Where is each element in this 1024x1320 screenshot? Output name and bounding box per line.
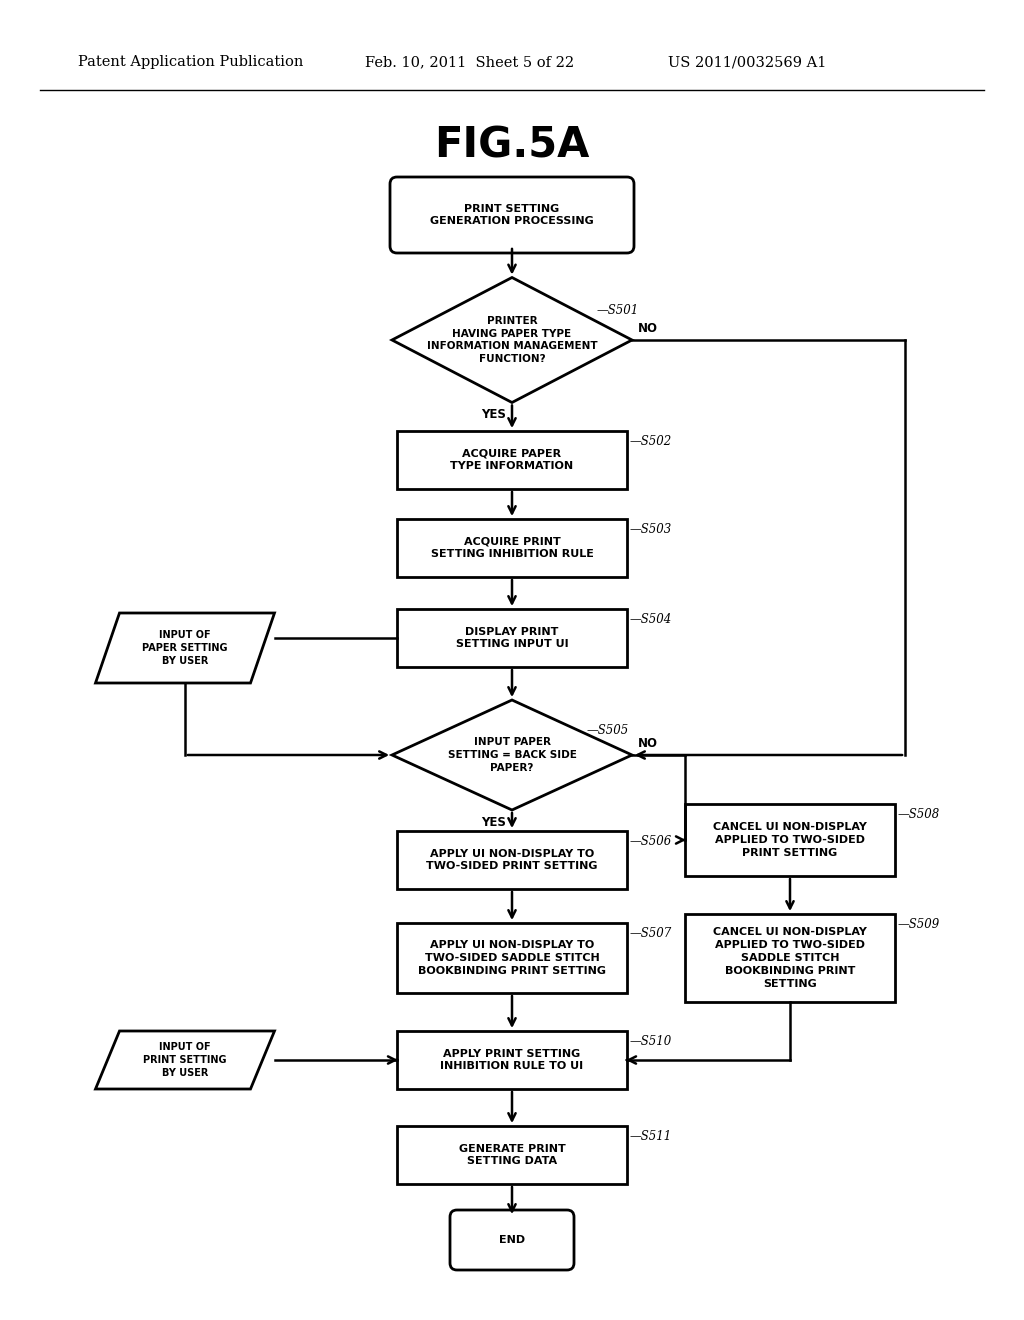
Bar — [397, 519, 627, 577]
Text: —S509: —S509 — [898, 917, 940, 931]
Text: NO: NO — [638, 737, 658, 750]
Text: —S501: —S501 — [597, 304, 639, 317]
Text: APPLY PRINT SETTING
INHIBITION RULE TO UI: APPLY PRINT SETTING INHIBITION RULE TO U… — [440, 1048, 584, 1072]
Text: INPUT OF
PAPER SETTING
BY USER: INPUT OF PAPER SETTING BY USER — [142, 630, 227, 665]
FancyBboxPatch shape — [390, 177, 634, 253]
Polygon shape — [95, 1031, 274, 1089]
Text: —S507: —S507 — [630, 927, 672, 940]
Bar — [397, 609, 627, 667]
Text: —S511: —S511 — [630, 1130, 672, 1143]
FancyBboxPatch shape — [450, 1210, 574, 1270]
Text: —S504: —S504 — [630, 612, 672, 626]
Text: CANCEL UI NON-DISPLAY
APPLIED TO TWO-SIDED
SADDLE STITCH
BOOKBINDING PRINT
SETTI: CANCEL UI NON-DISPLAY APPLIED TO TWO-SID… — [713, 928, 867, 989]
Text: —S508: —S508 — [898, 808, 940, 821]
Bar — [397, 432, 627, 488]
Text: APPLY UI NON-DISPLAY TO
TWO-SIDED SADDLE STITCH
BOOKBINDING PRINT SETTING: APPLY UI NON-DISPLAY TO TWO-SIDED SADDLE… — [418, 940, 606, 975]
Text: YES: YES — [481, 408, 506, 421]
Bar — [397, 1031, 627, 1089]
Bar — [397, 1126, 627, 1184]
Text: INPUT OF
PRINT SETTING
BY USER: INPUT OF PRINT SETTING BY USER — [143, 1043, 226, 1078]
Text: Feb. 10, 2011  Sheet 5 of 22: Feb. 10, 2011 Sheet 5 of 22 — [365, 55, 574, 69]
Text: INPUT PAPER
SETTING = BACK SIDE
PAPER?: INPUT PAPER SETTING = BACK SIDE PAPER? — [447, 737, 577, 772]
Bar — [397, 923, 627, 993]
Text: PRINTER
HAVING PAPER TYPE
INFORMATION MANAGEMENT
FUNCTION?: PRINTER HAVING PAPER TYPE INFORMATION MA… — [427, 315, 597, 364]
Text: —S502: —S502 — [630, 436, 672, 447]
Text: APPLY UI NON-DISPLAY TO
TWO-SIDED PRINT SETTING: APPLY UI NON-DISPLAY TO TWO-SIDED PRINT … — [426, 849, 598, 871]
Text: DISPLAY PRINT
SETTING INPUT UI: DISPLAY PRINT SETTING INPUT UI — [456, 627, 568, 649]
Text: US 2011/0032569 A1: US 2011/0032569 A1 — [668, 55, 826, 69]
Polygon shape — [95, 612, 274, 682]
Text: CANCEL UI NON-DISPLAY
APPLIED TO TWO-SIDED
PRINT SETTING: CANCEL UI NON-DISPLAY APPLIED TO TWO-SID… — [713, 822, 867, 858]
Polygon shape — [392, 277, 632, 403]
Text: PRINT SETTING
GENERATION PROCESSING: PRINT SETTING GENERATION PROCESSING — [430, 203, 594, 227]
Text: YES: YES — [481, 816, 506, 829]
Text: —S503: —S503 — [630, 523, 672, 536]
Text: Patent Application Publication: Patent Application Publication — [78, 55, 303, 69]
Text: NO: NO — [638, 322, 658, 335]
Text: FIG.5A: FIG.5A — [434, 124, 590, 166]
Bar — [685, 913, 895, 1002]
Bar — [685, 804, 895, 876]
Text: GENERATE PRINT
SETTING DATA: GENERATE PRINT SETTING DATA — [459, 1143, 565, 1167]
Text: ACQUIRE PAPER
TYPE INFORMATION: ACQUIRE PAPER TYPE INFORMATION — [451, 449, 573, 471]
Text: —S510: —S510 — [630, 1035, 672, 1048]
Polygon shape — [392, 700, 632, 810]
Text: —S505: —S505 — [587, 723, 630, 737]
Text: ACQUIRE PRINT
SETTING INHIBITION RULE: ACQUIRE PRINT SETTING INHIBITION RULE — [430, 537, 594, 560]
Bar — [397, 832, 627, 888]
Text: END: END — [499, 1236, 525, 1245]
Text: —S506: —S506 — [630, 836, 672, 847]
